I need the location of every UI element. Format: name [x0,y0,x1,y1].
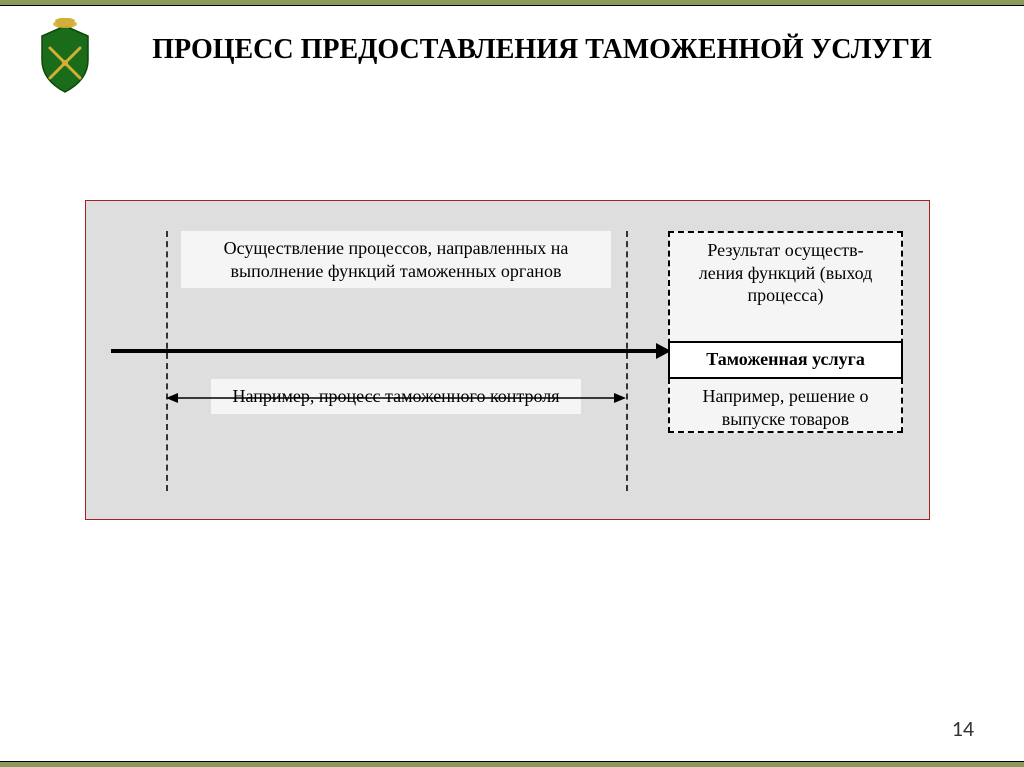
result-box: Результат осуществ- ления функций (выход… [668,231,903,433]
vline-right [626,231,628,491]
page-title: ПРОЦЕСС ПРЕДОСТАВЛЕНИЯ ТАМОЖЕННОЙ УСЛУГИ [120,32,964,68]
process-box: Осуществление процессов, направленных на… [181,231,611,288]
top-border [0,0,1024,6]
result-bottom-label: Например, решение о выпуске товаров [670,379,901,436]
bottom-border [0,761,1024,767]
diagram-container: Осуществление процессов, направленных на… [85,200,930,520]
vline-left [166,231,168,491]
span-arrow [166,390,626,406]
page-number: 14 [952,715,974,742]
service-box: Таможенная услуга [668,341,903,379]
emblem-icon [30,18,100,98]
result-top-label: Результат осуществ- ления функций (выход… [670,233,901,313]
main-arrow [111,341,671,361]
